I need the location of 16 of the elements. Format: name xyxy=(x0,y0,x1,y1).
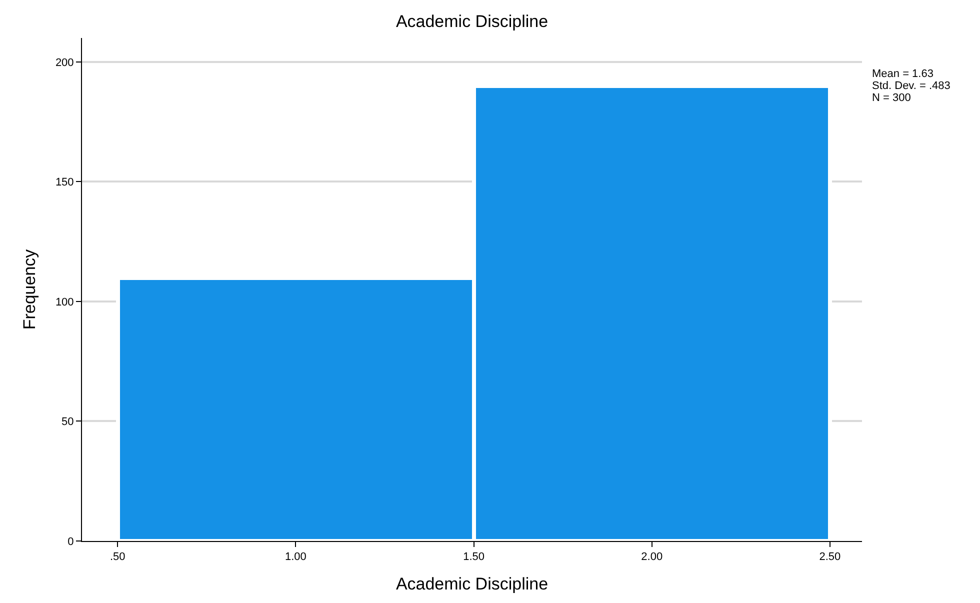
chart-title: Academic Discipline xyxy=(396,12,548,32)
x-tick-label: 1.50 xyxy=(463,551,484,564)
y-tick-label: 200 xyxy=(55,56,74,69)
y-tick-label: 100 xyxy=(55,296,74,308)
x-tick-label: .50 xyxy=(110,551,126,564)
y-tick-label: 0 xyxy=(68,536,74,548)
y-axis-title: Frequency xyxy=(20,248,39,330)
x-tick-label: 2.50 xyxy=(819,551,841,564)
text: Mean = 1.63 xyxy=(872,68,934,80)
x-tick-label: 2.00 xyxy=(641,551,663,564)
text: N = 300 xyxy=(872,92,911,104)
text: Std. Dev. = .483 xyxy=(872,80,950,92)
x-tick-label: 1.00 xyxy=(284,551,306,564)
y-tick-label: 150 xyxy=(55,176,74,189)
x-axis-title: Academic Discipline xyxy=(396,574,548,594)
y-tick-label: 50 xyxy=(62,416,74,428)
